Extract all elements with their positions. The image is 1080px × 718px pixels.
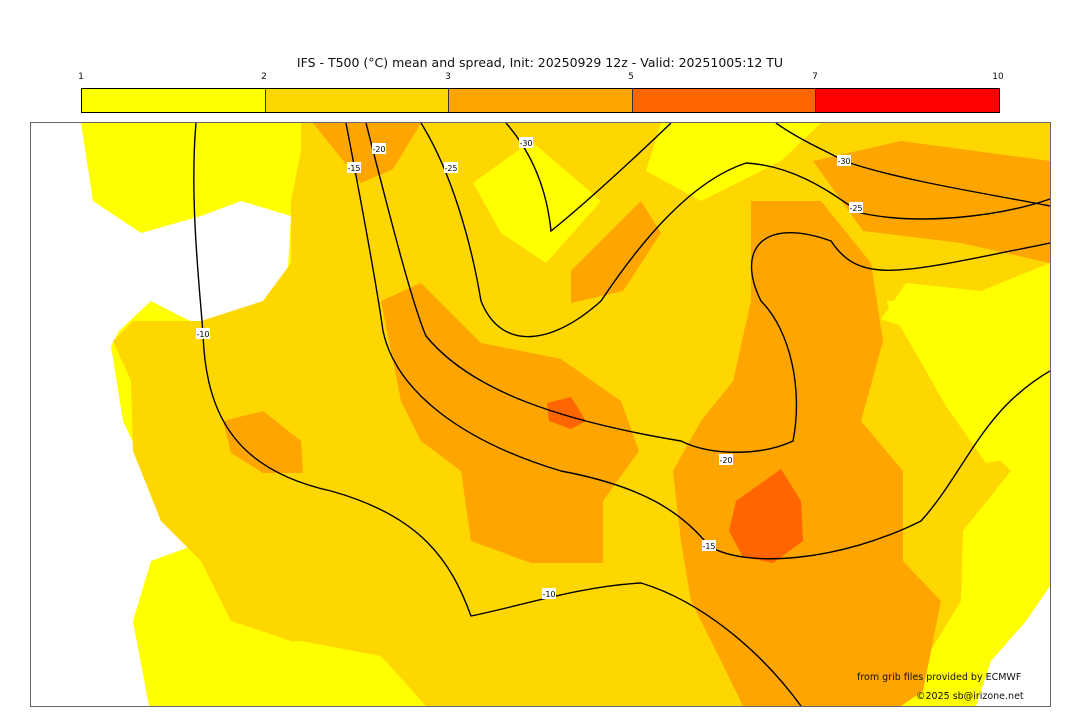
chart-title: IFS - T500 (°C) mean and spread, Init: 2… xyxy=(296,55,784,70)
contour-label: -25 xyxy=(444,164,457,173)
contour-label: -15 xyxy=(347,164,360,173)
copyright-credit: ©2025 sb@irizone.net xyxy=(916,691,1024,702)
spread-3-5-area xyxy=(813,141,1050,263)
colorbar-tick: 2 xyxy=(261,72,267,82)
low-spread-area-east xyxy=(976,586,1050,706)
spread-3-5-area xyxy=(223,411,303,473)
colorbar-tick: 10 xyxy=(992,72,1004,82)
spread-1-2-patch xyxy=(886,293,1050,463)
colorbar-segment xyxy=(816,89,999,112)
spread-3-5-area xyxy=(673,201,941,706)
colorbar-tick: 7 xyxy=(812,72,818,82)
contour-label: -10 xyxy=(196,330,209,339)
spread-1-2-patch xyxy=(149,641,426,706)
colorbar-tick: 3 xyxy=(445,72,451,82)
contour-label: -10 xyxy=(542,590,555,599)
colorbar-tick: 5 xyxy=(628,72,634,82)
colorbar-segment xyxy=(265,89,450,112)
spread-5-7-area xyxy=(729,469,803,563)
weather-map: -10 -10 -15 -15 -20 -20 -25 -25 -30 -30 xyxy=(30,122,1051,707)
spread-3-5-area xyxy=(571,201,661,303)
isotherm-lines xyxy=(193,123,1050,706)
data-source-credit: from grib files provided by ECMWF xyxy=(857,672,1022,683)
colorbar-segment xyxy=(632,89,817,112)
isotherm-minus20 xyxy=(365,123,1050,453)
isotherm-minus10 xyxy=(193,123,802,706)
spread-5-7-area xyxy=(547,397,586,429)
spread-1-2-patch xyxy=(473,141,601,263)
contour-label: -30 xyxy=(837,157,850,166)
isotherm-minus15 xyxy=(345,123,1050,560)
colorbar-segment xyxy=(82,89,266,112)
colorbar xyxy=(81,88,1000,113)
spread-3-5-area xyxy=(381,283,639,563)
spread-3-5-area xyxy=(313,123,421,183)
contour-label: -15 xyxy=(702,542,715,551)
contour-label: -30 xyxy=(519,139,532,148)
low-spread-area-west xyxy=(31,123,291,706)
contour-labels: -10 -10 -15 -15 -20 -20 -25 -25 -30 -30 xyxy=(196,137,863,599)
isotherm-minus30 xyxy=(505,123,672,233)
contour-label: -25 xyxy=(849,204,862,213)
colorbar-tick: 1 xyxy=(78,72,84,82)
isotherm-minus25 xyxy=(420,123,1050,338)
contour-label: -20 xyxy=(372,145,385,154)
contour-label: -20 xyxy=(719,456,732,465)
isotherm-minus30 xyxy=(775,123,1050,207)
colorbar-segment xyxy=(449,89,633,112)
